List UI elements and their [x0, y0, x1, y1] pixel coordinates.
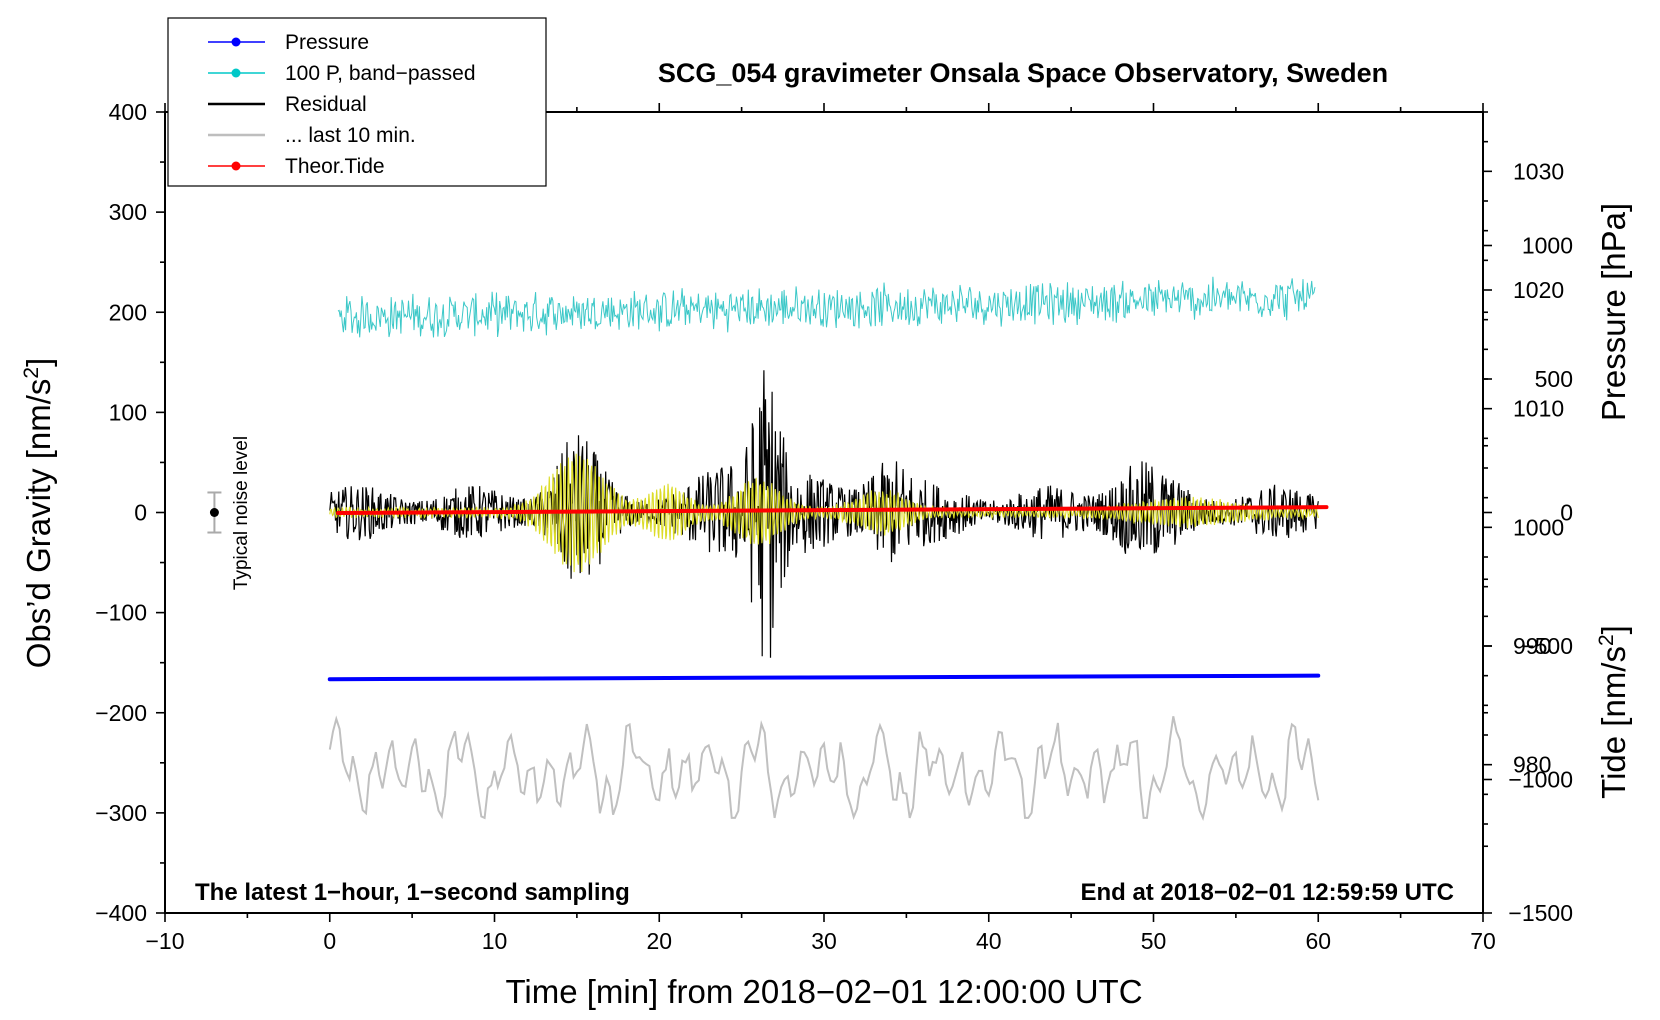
- gravity-axis-title-end: ]: [20, 358, 57, 367]
- noise-level-label: Typical noise level: [231, 436, 252, 590]
- ocean-loading-trace: [328, 715, 1320, 822]
- pressure-trace: [327, 673, 1321, 682]
- x-tick-label: 30: [811, 928, 837, 954]
- band-passed-pressure-trace: [337, 276, 1316, 338]
- legend-swatch-marker: [231, 68, 241, 78]
- noise-dot: [209, 508, 219, 517]
- legend-label: Pressure: [285, 31, 369, 54]
- legend-box: [167, 17, 547, 187]
- tide-axis-title: Tide [nm/s2]: [1595, 625, 1632, 799]
- sampling-note: The latest 1−hour, 1−second sampling: [195, 879, 630, 906]
- gravity-axis-ticks: 400 300 200 100 0 −100 −200 −300 −400: [95, 99, 165, 926]
- x-axis-ticks: −10 0 10 20 30 40 50 60 70: [145, 103, 1496, 954]
- legend-label: Residual: [285, 93, 367, 116]
- pressure-tick-label: 1030: [1513, 158, 1564, 184]
- tide-axis-title-sup: 2: [1595, 634, 1618, 646]
- legend-swatch-marker: [231, 161, 241, 171]
- legend: Pressure 100 P, band−passed Residual ... la…: [167, 17, 547, 187]
- pressure-tick-label: 1020: [1513, 277, 1564, 303]
- theoretical-tide-trace: [335, 505, 1329, 516]
- x-tick-label: 20: [646, 928, 672, 954]
- residual-trace: [329, 370, 1319, 658]
- pressure-axis-ticks: 1030 1020 1010 1000 990 980: [1483, 111, 1564, 825]
- x-tick-label: 10: [482, 928, 508, 954]
- x-tick-label: 60: [1305, 928, 1331, 954]
- tide-axis-title-main: Tide [nm/s: [1595, 646, 1632, 799]
- gravity-axis-title: Obs’d Gravity [nm/s2]: [20, 358, 57, 669]
- gravity-tick-label: −400: [95, 900, 147, 926]
- x-tick-label: 50: [1141, 928, 1167, 954]
- gravity-tick-label: 200: [109, 299, 147, 325]
- gravity-tick-label: 400: [109, 99, 147, 125]
- pressure-tick-label: 1000: [1513, 514, 1564, 540]
- tide-axis-title-end: ]: [1595, 625, 1632, 634]
- tide-tick-label: 1000: [1522, 233, 1573, 259]
- gravity-tick-label: 0: [134, 500, 147, 526]
- tide-tick-label: −1000: [1508, 767, 1573, 793]
- legend-swatch-marker: [231, 37, 241, 47]
- data-traces: [327, 276, 1329, 822]
- pressure-tick-label: 980: [1513, 752, 1551, 778]
- pressure-tick-label: 990: [1513, 633, 1551, 659]
- tide-tick-label: 0: [1560, 500, 1573, 526]
- x-tick-label: 40: [976, 928, 1002, 954]
- gravity-tick-label: 100: [109, 399, 147, 425]
- x-axis-title: Time [min] from 2018−02−01 12:00:00 UTC: [505, 973, 1142, 1010]
- tide-tick-label: −500: [1521, 633, 1573, 659]
- gravity-tick-label: −200: [95, 700, 147, 726]
- gravity-tick-label: 300: [109, 199, 147, 225]
- legend-label: ... last 10 min.: [285, 124, 416, 147]
- gravity-tick-label: −100: [95, 600, 147, 626]
- tide-axis-ticks: 1000 500 0 −500 −1000 −1500: [1483, 233, 1573, 926]
- tide-tick-label: 500: [1535, 366, 1573, 392]
- gravity-tick-label: −300: [95, 800, 147, 826]
- chart-title: SCG_054 gravimeter Onsala Space Observat…: [658, 58, 1388, 88]
- legend-label: 100 P, band−passed: [285, 62, 476, 85]
- pressure-axis-title: Pressure [hPa]: [1595, 203, 1632, 421]
- x-tick-label: −10: [145, 928, 184, 954]
- gravity-axis-title-main: Obs’d Gravity [nm/s: [20, 379, 57, 669]
- x-tick-label: 70: [1470, 928, 1496, 954]
- gravity-axis-title-sup: 2: [20, 367, 43, 379]
- legend-label: Theor.Tide: [285, 155, 385, 178]
- x-tick-label: 0: [323, 928, 336, 954]
- end-time-note: End at 2018−02−01 12:59:59 UTC: [1080, 879, 1454, 906]
- pressure-tick-label: 1010: [1513, 396, 1564, 422]
- noise-level-marker: Typical noise level: [207, 436, 252, 590]
- tide-tick-label: −1500: [1508, 900, 1573, 926]
